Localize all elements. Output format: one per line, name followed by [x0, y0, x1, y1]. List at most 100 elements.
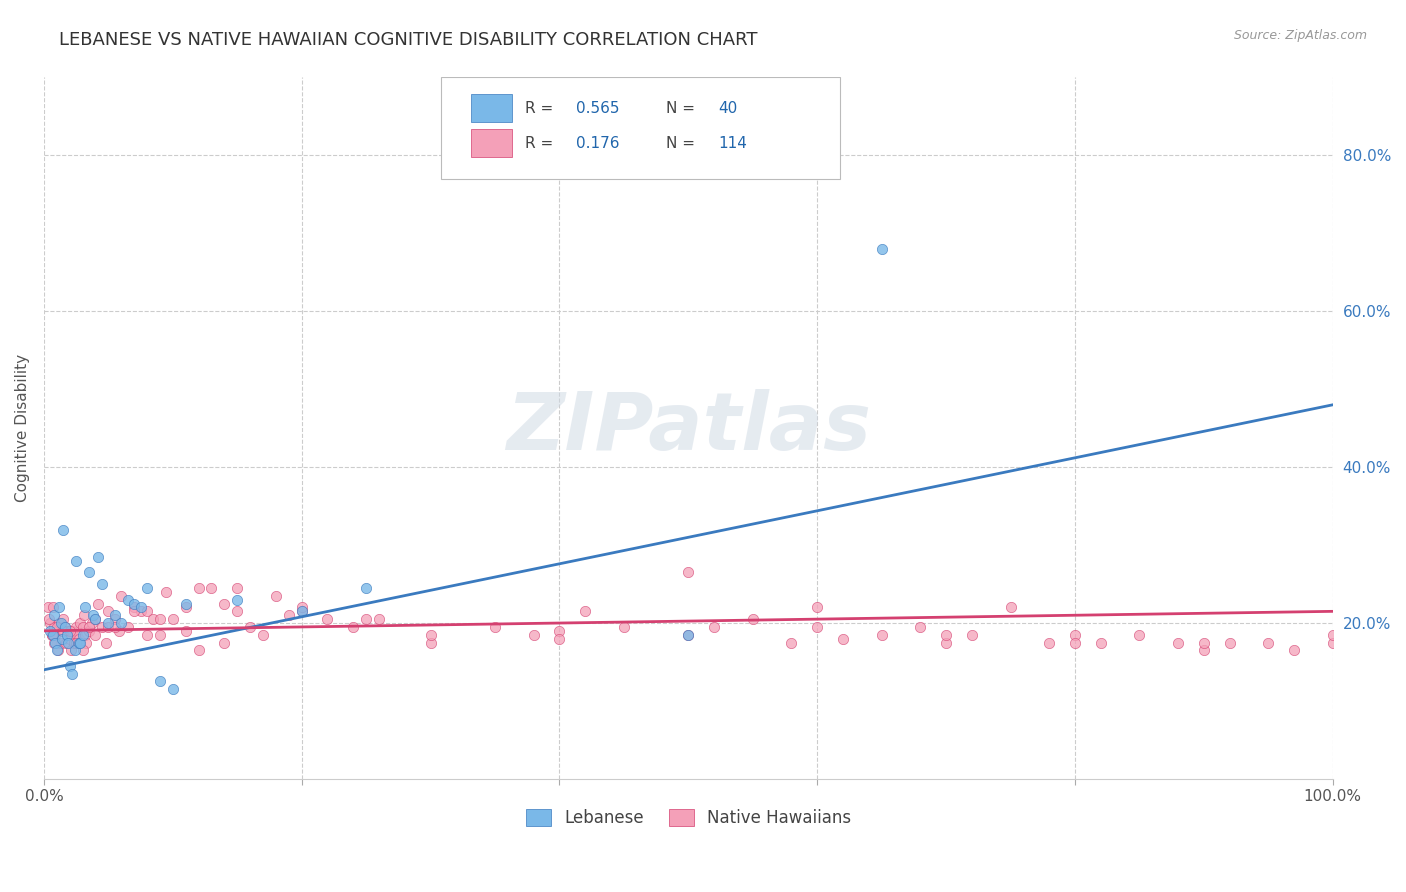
- Point: [97, 604, 120, 618]
- Point: [548, 624, 571, 638]
- Point: [48, 600, 70, 615]
- Point: [264, 589, 287, 603]
- Y-axis label: Cognitive Disability: Cognitive Disability: [15, 354, 30, 502]
- Point: [41, 628, 63, 642]
- Point: [780, 635, 803, 649]
- Point: [51, 632, 73, 646]
- Point: [1000, 600, 1022, 615]
- Point: [51, 624, 73, 638]
- FancyBboxPatch shape: [471, 95, 512, 122]
- Text: Source: ZipAtlas.com: Source: ZipAtlas.com: [1233, 29, 1367, 42]
- Point: [117, 620, 139, 634]
- Point: [104, 620, 127, 634]
- Point: [45, 620, 67, 634]
- Point: [239, 620, 262, 634]
- Point: [910, 620, 932, 634]
- Point: [1167, 635, 1189, 649]
- Point: [1090, 635, 1112, 649]
- Point: [806, 620, 828, 634]
- Point: [65, 554, 87, 568]
- Point: [84, 612, 107, 626]
- FancyBboxPatch shape: [471, 129, 512, 157]
- Point: [65, 620, 87, 634]
- Point: [75, 635, 97, 649]
- Point: [72, 620, 94, 634]
- Point: [174, 597, 197, 611]
- Point: [122, 597, 145, 611]
- Point: [1282, 643, 1305, 657]
- Point: [484, 620, 506, 634]
- Point: [58, 635, 80, 649]
- Text: 0.565: 0.565: [576, 101, 620, 116]
- Point: [155, 585, 177, 599]
- Point: [97, 615, 120, 630]
- Point: [162, 612, 184, 626]
- Point: [55, 635, 77, 649]
- Point: [38, 612, 60, 626]
- Point: [59, 632, 82, 646]
- Point: [142, 612, 165, 626]
- Point: [52, 624, 75, 638]
- Point: [41, 628, 63, 642]
- Point: [56, 628, 79, 642]
- Point: [42, 600, 65, 615]
- Text: 114: 114: [718, 136, 747, 151]
- Point: [87, 597, 110, 611]
- Point: [354, 612, 377, 626]
- Point: [60, 624, 83, 638]
- Point: [1322, 628, 1344, 642]
- Text: LEBANESE VS NATIVE HAWAIIAN COGNITIVE DISABILITY CORRELATION CHART: LEBANESE VS NATIVE HAWAIIAN COGNITIVE DI…: [59, 31, 758, 49]
- Point: [84, 628, 107, 642]
- Point: [59, 624, 82, 638]
- Point: [129, 600, 152, 615]
- Point: [66, 628, 89, 642]
- Point: [174, 600, 197, 615]
- Point: [44, 635, 66, 649]
- Point: [741, 612, 763, 626]
- Point: [45, 643, 67, 657]
- Point: [48, 615, 70, 630]
- Point: [67, 632, 90, 646]
- Point: [53, 620, 76, 634]
- Point: [174, 624, 197, 638]
- Point: [69, 635, 91, 649]
- Point: [214, 597, 236, 611]
- Point: [277, 608, 299, 623]
- Point: [1192, 643, 1215, 657]
- Point: [110, 589, 132, 603]
- Point: [1257, 635, 1279, 649]
- Point: [42, 628, 65, 642]
- Point: [63, 643, 86, 657]
- Point: [75, 628, 97, 642]
- Point: [52, 523, 75, 537]
- Point: [117, 592, 139, 607]
- Point: [69, 615, 91, 630]
- Point: [136, 604, 159, 618]
- Legend: Lebanese, Native Hawaiians: Lebanese, Native Hawaiians: [519, 802, 858, 834]
- Text: 40: 40: [718, 101, 737, 116]
- Point: [59, 643, 82, 657]
- Point: [107, 624, 129, 638]
- Text: R =: R =: [524, 136, 562, 151]
- Point: [49, 635, 72, 649]
- Point: [39, 615, 62, 630]
- Point: [149, 674, 172, 689]
- Point: [94, 635, 117, 649]
- Point: [136, 628, 159, 642]
- Point: [678, 628, 700, 642]
- Text: R =: R =: [524, 101, 558, 116]
- Point: [1192, 635, 1215, 649]
- Point: [870, 242, 893, 256]
- Point: [419, 635, 441, 649]
- Text: N =: N =: [666, 136, 700, 151]
- Point: [77, 566, 100, 580]
- Point: [77, 624, 100, 638]
- Point: [149, 628, 172, 642]
- Point: [187, 643, 209, 657]
- Point: [129, 604, 152, 618]
- Point: [44, 628, 66, 642]
- Point: [226, 592, 249, 607]
- Point: [60, 666, 83, 681]
- Point: [110, 615, 132, 630]
- Point: [44, 620, 66, 634]
